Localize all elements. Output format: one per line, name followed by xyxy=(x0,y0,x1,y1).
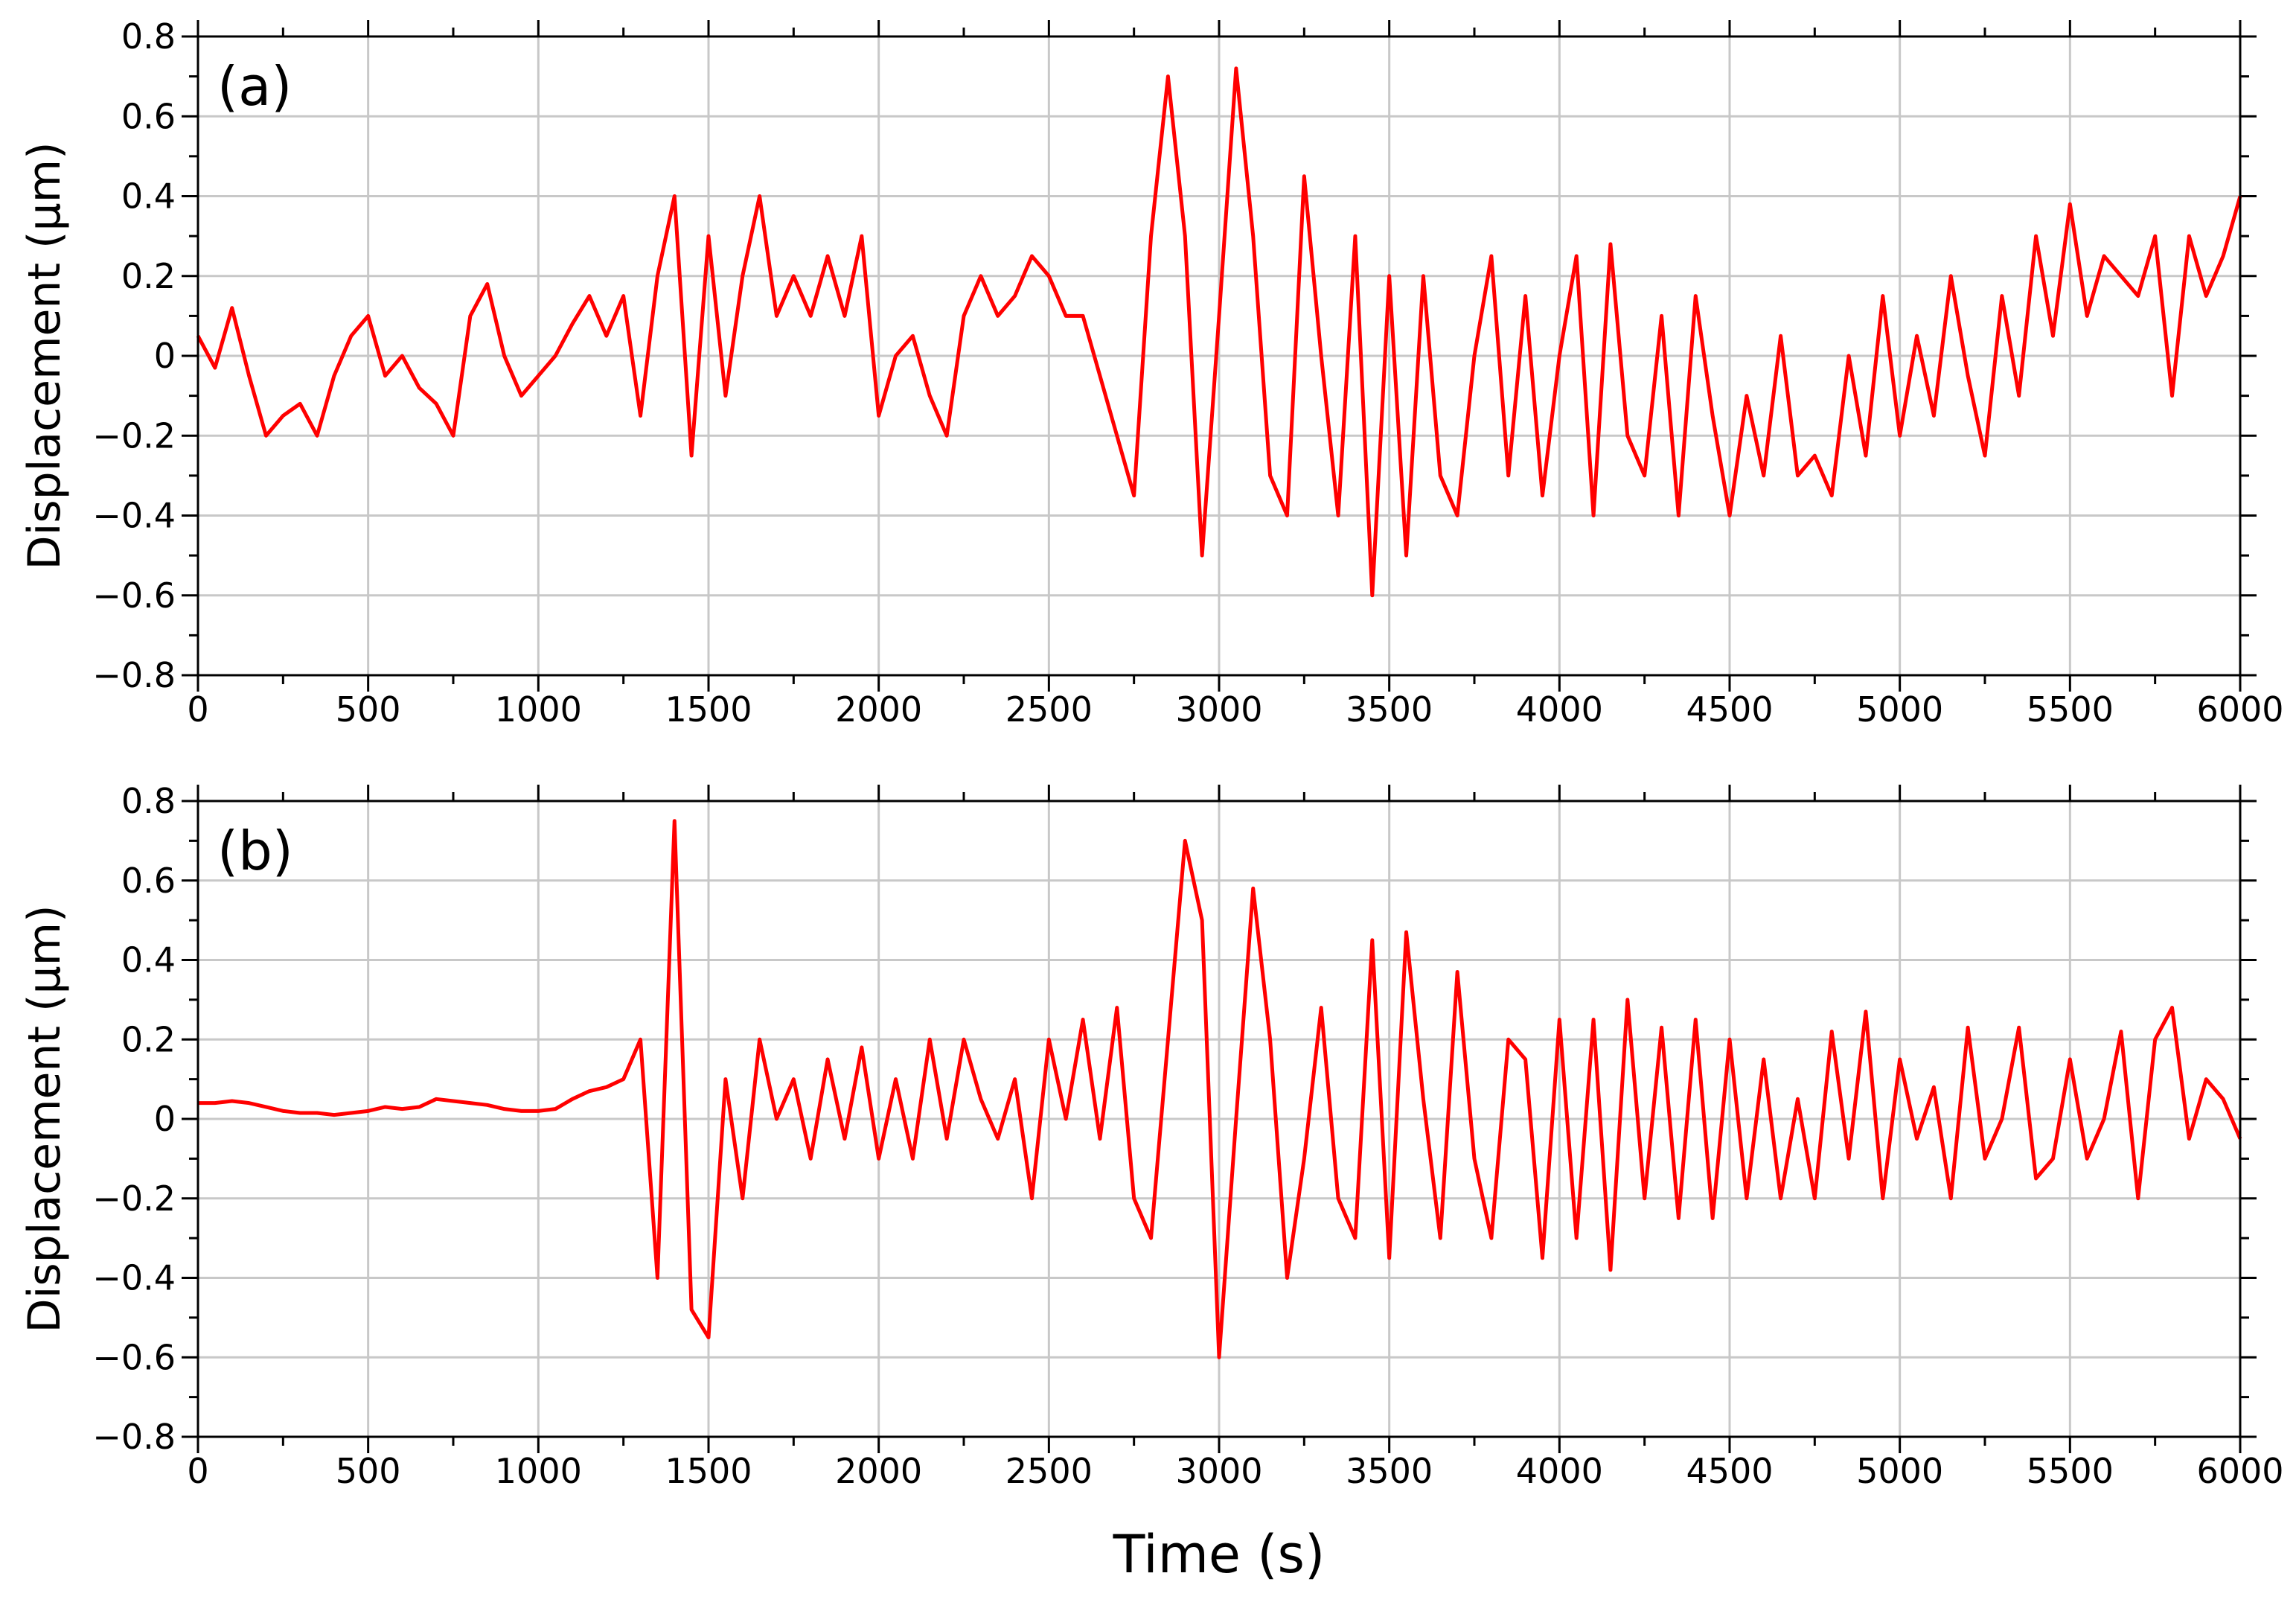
x-tick-label: 0 xyxy=(187,689,208,730)
x-tick-label: 5500 xyxy=(2027,1451,2114,1491)
x-axis-label: Time (s) xyxy=(1113,1524,1326,1585)
x-tick-label: 3500 xyxy=(1346,689,1433,730)
panel-label: (b) xyxy=(217,820,293,882)
plot-frame xyxy=(196,800,2242,1438)
y-tick-label: 0.2 xyxy=(121,256,176,296)
x-tick-label: 4500 xyxy=(1686,1451,1773,1491)
x-tick-label: 0 xyxy=(187,1451,208,1491)
x-tick-label: 500 xyxy=(336,1451,401,1491)
x-tick-label: 1000 xyxy=(495,1451,582,1491)
y-tick-label: −0.2 xyxy=(92,1178,176,1219)
x-tick-label: 4500 xyxy=(1686,689,1773,730)
x-tick-label: 1000 xyxy=(495,689,582,730)
x-tick-label: 1500 xyxy=(665,1451,752,1491)
y-tick-label: 0.6 xyxy=(121,861,176,901)
y-tick-label: 0.6 xyxy=(121,96,176,136)
y-tick-label: −0.8 xyxy=(92,655,176,695)
y-tick-label: −0.8 xyxy=(92,1417,176,1457)
x-tick-label: 3000 xyxy=(1175,689,1262,730)
x-tick-label: 2000 xyxy=(835,689,922,730)
x-tick-label: 3500 xyxy=(1346,1451,1433,1491)
y-tick-label: 0.4 xyxy=(121,940,176,980)
data-line xyxy=(198,819,2242,1359)
y-axis-label: Displacement (µm) xyxy=(19,905,71,1333)
y-tick-label: 0.4 xyxy=(121,176,176,217)
y-tick-label: 0.8 xyxy=(121,16,176,57)
x-tick-label: 1500 xyxy=(665,689,752,730)
x-tick-label: 4000 xyxy=(1516,689,1603,730)
panel-label: (a) xyxy=(217,55,292,118)
y-tick-label: 0 xyxy=(154,336,176,376)
y-tick-label: 0.8 xyxy=(121,781,176,821)
x-tick-label: 6000 xyxy=(2196,1451,2283,1491)
y-axis-label: Displacement (µm) xyxy=(19,142,71,570)
x-tick-label: 5500 xyxy=(2027,689,2114,730)
x-tick-label: 5000 xyxy=(1856,1451,1943,1491)
x-tick-label: 500 xyxy=(336,689,401,730)
x-tick-label: 6000 xyxy=(2196,689,2283,730)
y-tick-label: −0.4 xyxy=(92,496,176,536)
y-tick-label: 0.2 xyxy=(121,1019,176,1059)
y-tick-label: −0.4 xyxy=(92,1258,176,1298)
x-tick-label: 2500 xyxy=(1005,1451,1093,1491)
y-tick-label: 0 xyxy=(154,1099,176,1139)
data-line xyxy=(196,66,2242,598)
x-tick-label: 5000 xyxy=(1856,689,1943,730)
x-tick-label: 4000 xyxy=(1516,1451,1603,1491)
y-tick-label: −0.6 xyxy=(92,575,176,616)
plot-frame xyxy=(196,35,2242,677)
y-tick-label: −0.6 xyxy=(92,1337,176,1377)
x-tick-label: 3000 xyxy=(1175,1451,1262,1491)
x-tick-label: 2000 xyxy=(835,1451,922,1491)
y-tick-label: −0.2 xyxy=(92,415,176,456)
x-tick-label: 2500 xyxy=(1005,689,1093,730)
